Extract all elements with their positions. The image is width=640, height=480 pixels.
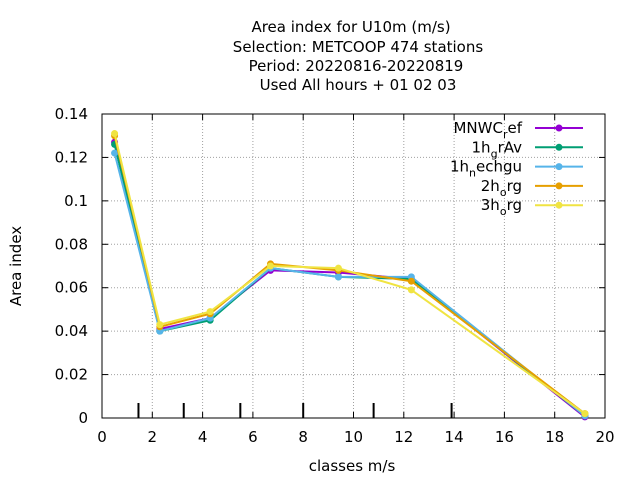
- legend-name: 3h: [481, 196, 500, 214]
- legend-label: 2horg: [481, 177, 522, 199]
- data-point: [206, 308, 214, 316]
- legend-subscript: r: [503, 128, 508, 141]
- x-tick-label: 12: [394, 428, 413, 446]
- x-tick-label: 6: [248, 428, 258, 446]
- y-axis-label: Area index: [7, 226, 25, 306]
- x-tick-label: 0: [97, 428, 107, 446]
- legend-label: 1hnechgu: [450, 158, 522, 180]
- data-point: [407, 277, 415, 285]
- x-tick-label: 8: [298, 428, 308, 446]
- y-tick-label: 0.08: [55, 235, 88, 253]
- legend-item: 3horg: [481, 196, 583, 218]
- data-point: [581, 410, 589, 418]
- legend-item: 1hnechgu: [450, 158, 583, 180]
- y-tick-label: 0.1: [64, 192, 88, 210]
- y-tick-label: 0.02: [55, 366, 88, 384]
- data-point: [156, 321, 164, 329]
- x-tick-label: 20: [595, 428, 614, 446]
- legend-swatch-marker: [555, 182, 563, 190]
- legend-swatch-marker: [555, 124, 563, 132]
- legend-item: MNWCref: [453, 119, 583, 141]
- title-line-2: Selection: METCOOP 474 stations: [233, 38, 484, 56]
- legend-item: 2horg: [481, 177, 583, 199]
- legend-name: 2h: [481, 177, 500, 195]
- x-tick-label: 16: [495, 428, 514, 446]
- class-boundary-markers: [137, 403, 453, 418]
- data-point: [334, 273, 342, 281]
- chart-title: Area index for U10m (m/s) Selection: MET…: [233, 18, 484, 94]
- legend-item: 1hgrAv: [472, 138, 583, 160]
- y-tick-label: 0.06: [55, 279, 88, 297]
- data-point: [111, 130, 119, 138]
- legend-label: MNWCref: [453, 119, 522, 141]
- data-point: [267, 262, 275, 270]
- legend-suffix: rg: [507, 196, 522, 214]
- title-line-3: Period: 20220816-20220819: [249, 57, 464, 75]
- legend-subscript: n: [469, 167, 476, 180]
- x-tick-label: 10: [344, 428, 363, 446]
- y-tick-label: 0.04: [55, 322, 88, 340]
- data-point: [334, 264, 342, 272]
- legend-suffix: ef: [507, 119, 522, 137]
- legend-suffix: rg: [507, 177, 522, 195]
- data-point: [407, 286, 415, 294]
- x-tick-label: 4: [198, 428, 208, 446]
- legend-label: 3horg: [481, 196, 522, 218]
- x-tick-label: 18: [545, 428, 564, 446]
- legend-subscript: o: [500, 205, 507, 218]
- series-4: [111, 130, 589, 418]
- data-series: [111, 130, 589, 421]
- legend-swatch-marker: [555, 163, 563, 171]
- x-tick-label: 14: [445, 428, 464, 446]
- legend-swatch-marker: [555, 143, 563, 151]
- legend-label: 1hgrAv: [472, 138, 523, 160]
- legend-subscript: g: [491, 147, 498, 160]
- legend-swatch-marker: [555, 201, 563, 209]
- axis-ticks: 0 2 4 6 8 10 12 14 16 18 20 0 0.02 0.04 0.06 0.08 0.1 0.1…: [55, 105, 615, 446]
- title-line-1: Area index for U10m (m/s): [251, 18, 450, 36]
- y-tick-label: 0.12: [55, 148, 88, 166]
- legend-name: 1h: [472, 138, 491, 156]
- data-point: [111, 149, 119, 157]
- legend-subscript: o: [500, 186, 507, 199]
- title-line-4: Used All hours + 01 02 03: [260, 76, 457, 94]
- x-tick-label: 2: [148, 428, 158, 446]
- legend-suffix: echgu: [476, 158, 522, 176]
- legend-suffix: rAv: [498, 138, 523, 156]
- x-axis-label: classes m/s: [309, 457, 396, 475]
- legend-name: MNWC: [453, 119, 502, 137]
- y-tick-label: 0.14: [55, 105, 88, 123]
- legend-name: 1h: [450, 158, 469, 176]
- y-tick-label: 0: [78, 409, 88, 427]
